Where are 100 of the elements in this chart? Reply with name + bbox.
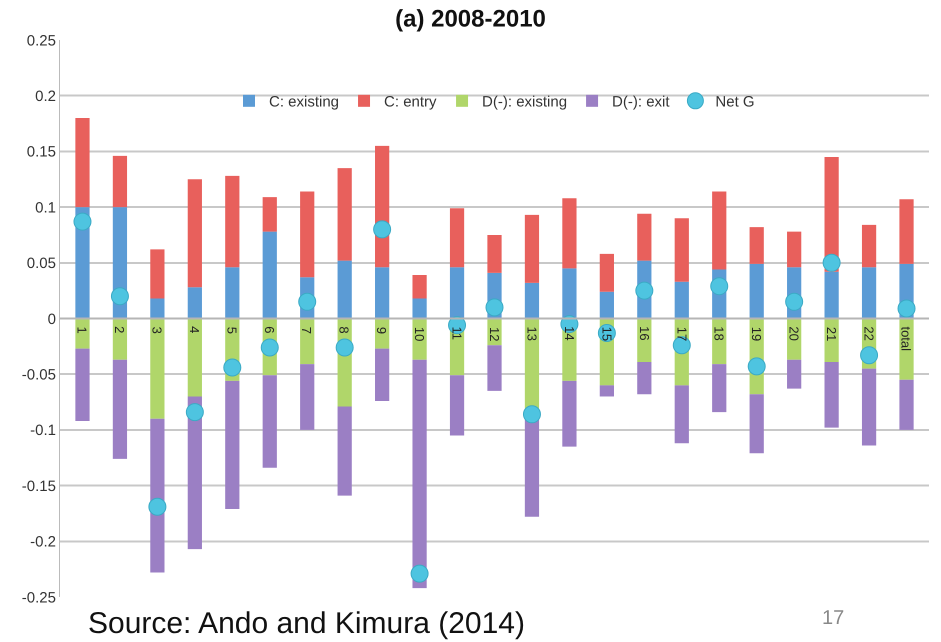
- x-tick-label: 15: [599, 326, 614, 342]
- bar: [75, 348, 90, 421]
- bar: [787, 232, 802, 268]
- x-tick-label: 3: [149, 326, 164, 334]
- x-tick-label: 22: [862, 326, 877, 341]
- bar: [300, 364, 314, 430]
- bar: [787, 360, 802, 389]
- bar: [637, 214, 652, 261]
- bar: [899, 380, 914, 430]
- y-tick-label: 0.2: [35, 88, 56, 105]
- source-note: Source: Ando and Kimura (2014): [88, 607, 525, 640]
- bar: [750, 227, 764, 264]
- bar: [637, 318, 652, 362]
- bar: [899, 199, 914, 264]
- bar: [450, 375, 464, 436]
- bar: [338, 406, 352, 496]
- point: [186, 403, 204, 422]
- legend-label: C: entry: [384, 94, 438, 111]
- x-tick-label: 1: [74, 326, 90, 334]
- point: [373, 220, 392, 238]
- bar: [862, 368, 876, 446]
- bar: [112, 318, 128, 360]
- bar: [862, 224, 876, 268]
- bar: [262, 232, 277, 318]
- bar: [600, 385, 614, 396]
- bar: [375, 348, 390, 401]
- y-tick-label: 0.1: [35, 199, 56, 216]
- x-tick-label: 4: [186, 326, 202, 334]
- legend-label: Net G: [715, 94, 755, 111]
- bar: [600, 292, 614, 318]
- bar: [150, 249, 164, 298]
- bar: [112, 360, 128, 459]
- bar: [300, 192, 314, 278]
- legend-label: C: existing: [269, 94, 340, 111]
- point: [860, 346, 878, 364]
- bar: [75, 118, 90, 208]
- y-tick-label: -0.05: [22, 366, 56, 384]
- point: [260, 338, 279, 356]
- point: [748, 357, 766, 376]
- y-tick-label: 0.05: [26, 255, 56, 272]
- x-tick-label: 2: [112, 326, 127, 334]
- text: 17: [822, 607, 844, 629]
- x-tick-label: 8: [336, 326, 352, 334]
- x-tick-label: 14: [562, 326, 577, 341]
- point: [110, 287, 129, 306]
- bar: [562, 380, 577, 447]
- bar: [637, 362, 652, 394]
- x-tick-label: 5: [224, 326, 240, 334]
- x-tick-label: 20: [786, 326, 802, 341]
- bar: [824, 272, 839, 318]
- point: [148, 498, 166, 516]
- bar: [750, 394, 764, 454]
- bar: [524, 214, 540, 283]
- y-tick-label: -0.15: [22, 478, 56, 495]
- bar: [188, 179, 202, 288]
- y-tick-label: -0.25: [22, 589, 56, 606]
- bar: [562, 268, 577, 318]
- bar: [862, 267, 876, 318]
- point: [898, 299, 916, 318]
- bar: [112, 156, 128, 208]
- bar: [188, 287, 202, 318]
- y-tick-label: -0.2: [30, 534, 56, 551]
- bar: [712, 364, 726, 412]
- bar: [674, 385, 689, 444]
- bar: [188, 318, 202, 396]
- x-tick-label: 17: [674, 326, 690, 342]
- bar: [338, 260, 352, 318]
- point: [710, 277, 728, 296]
- x-tick-label: 19: [749, 326, 764, 342]
- point: [822, 254, 841, 272]
- x-tick-label: 6: [262, 326, 277, 334]
- bar: [262, 375, 277, 468]
- y-tick-label: 0.15: [26, 144, 56, 161]
- chart-title: (a) 2008-2010: [395, 5, 546, 32]
- bar: [412, 275, 427, 298]
- point: [298, 292, 316, 311]
- bar: [487, 345, 502, 391]
- point: [785, 292, 804, 311]
- bar: [375, 267, 390, 318]
- legend-label: D(-): exit: [612, 94, 670, 111]
- point: [410, 564, 429, 583]
- bar: [338, 168, 352, 261]
- x-tick-label: 13: [524, 326, 540, 342]
- x-tick-label: 16: [636, 326, 652, 341]
- x-tick-label: 7: [299, 326, 314, 334]
- y-tick-label: 0.25: [26, 32, 56, 50]
- bar: [487, 234, 502, 273]
- bar: [188, 396, 202, 550]
- bar: [225, 380, 240, 509]
- point: [73, 212, 92, 231]
- point: [635, 282, 654, 300]
- bar: [524, 282, 540, 318]
- x-tick-label: total: [898, 326, 914, 352]
- bar: [824, 362, 839, 428]
- bar: [750, 264, 764, 318]
- point: [223, 358, 242, 377]
- bar: [562, 198, 577, 268]
- legend-label: D(-): existing: [482, 94, 568, 111]
- y-tick-label: -0.1: [30, 422, 56, 440]
- x-tick-label: 12: [487, 327, 502, 342]
